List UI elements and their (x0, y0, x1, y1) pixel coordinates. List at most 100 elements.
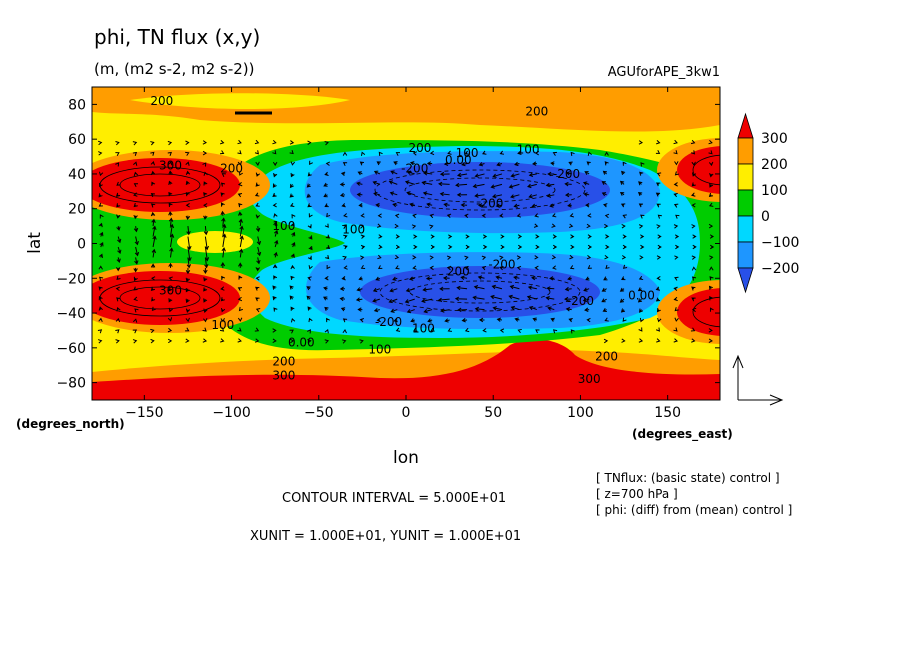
flux-arrow (413, 327, 418, 332)
flux-arrow (604, 151, 609, 156)
flux-arrow (272, 285, 277, 290)
flux-arrow (412, 255, 417, 260)
flux-arrow (133, 192, 138, 197)
flux-arrow (499, 150, 505, 155)
flux-arrow (620, 308, 626, 313)
colorbar-segment (737, 163, 754, 191)
flux-arrow (639, 308, 644, 313)
flux-arrow (603, 276, 608, 281)
flux-arrow (621, 170, 626, 176)
flux-arrow (620, 203, 626, 208)
flux-arrow (342, 255, 347, 261)
flux-arrow (430, 234, 435, 239)
flux-arrow (238, 306, 243, 312)
flux-arrow (255, 172, 261, 177)
flux-arrow (461, 318, 468, 323)
flux-arrow (167, 140, 173, 146)
flux-arrow (422, 287, 433, 292)
flux-arrow (202, 140, 208, 145)
flux-arrow (339, 192, 346, 198)
flux-arrow (583, 287, 590, 292)
flux-arrow (185, 267, 191, 275)
flux-arrow (564, 296, 572, 302)
flux-arrow (460, 275, 468, 280)
flux-arrow (423, 308, 433, 314)
flux-arrow (532, 161, 537, 166)
flux-arrow (372, 298, 380, 303)
flux-arrow (496, 162, 503, 167)
flux-arrow (425, 276, 433, 281)
contour-label: 100 (342, 223, 365, 237)
flux-arrow (290, 222, 295, 228)
flux-arrow (343, 234, 348, 239)
flux-arrow (167, 151, 172, 156)
flux-arrow (377, 254, 382, 260)
contour-label: 200 (409, 141, 432, 155)
flux-arrow (412, 213, 417, 219)
flux-arrow (546, 286, 555, 291)
flux-arrow (551, 254, 557, 260)
field-high-ne-red (677, 146, 720, 194)
flux-arrow (656, 338, 661, 343)
flux-arrow (168, 211, 173, 216)
flux-arrow (395, 152, 400, 156)
flux-arrow (133, 202, 138, 208)
flux-arrow (219, 140, 225, 145)
contour-label: 100 (368, 343, 391, 357)
flux-arrow (585, 276, 590, 281)
flux-arrow (569, 254, 574, 260)
flux-arrow (457, 307, 468, 313)
flux-arrow (378, 151, 383, 156)
flux-arrow (394, 213, 400, 219)
flux-arrow (116, 203, 121, 208)
contour-label: 100 (456, 146, 479, 160)
flux-arrow (674, 171, 680, 176)
flux-arrow (619, 180, 625, 185)
flux-arrow (237, 161, 243, 166)
flux-arrow (341, 339, 347, 344)
flux-arrow (709, 276, 714, 281)
flux-arrow (547, 171, 555, 177)
flux-arrow (341, 276, 346, 281)
flux-arrow (308, 265, 313, 270)
flux-arrow (203, 267, 208, 275)
flux-arrow (655, 327, 660, 332)
flux-arrow (655, 286, 661, 291)
flux-arrow (465, 244, 470, 250)
flux-arrow (426, 161, 433, 166)
flux-arrow (640, 244, 645, 250)
flux-arrow (272, 150, 277, 155)
flux-arrow (674, 307, 679, 312)
flux-arrow (116, 275, 121, 281)
flux-arrow (673, 139, 678, 145)
flux-arrow (517, 328, 522, 334)
flux-arrow (290, 306, 295, 311)
flux-arrow (552, 265, 557, 270)
flux-arrow (621, 224, 626, 229)
contour-label: 300 (159, 158, 182, 172)
flux-arrow (602, 170, 608, 175)
flux-arrow (389, 191, 398, 196)
flux-arrow (708, 338, 713, 343)
flux-arrow (272, 295, 277, 301)
flux-arrow (239, 225, 244, 237)
unit-info: XUNIT = 1.000E+01, YUNIT = 1.000E+01 (250, 529, 521, 544)
flux-arrow (343, 265, 348, 270)
flux-arrow (567, 276, 572, 281)
flux-arrow (691, 161, 696, 166)
colorbar-segment (737, 189, 754, 217)
flux-arrow (324, 171, 329, 177)
flux-arrow (169, 223, 175, 237)
flux-arrow (99, 242, 104, 248)
flux-arrow (601, 287, 607, 292)
flux-arrow (115, 267, 121, 272)
flux-arrow (373, 307, 380, 313)
flux-arrow (203, 226, 209, 236)
flux-arrow (339, 182, 345, 187)
y-unit-label: (degrees_north) (16, 417, 125, 432)
flux-arrow (339, 286, 345, 292)
flux-arrow (309, 160, 313, 166)
flux-arrow (326, 213, 331, 218)
flux-arrow (499, 328, 505, 333)
flux-arrow (97, 329, 103, 334)
